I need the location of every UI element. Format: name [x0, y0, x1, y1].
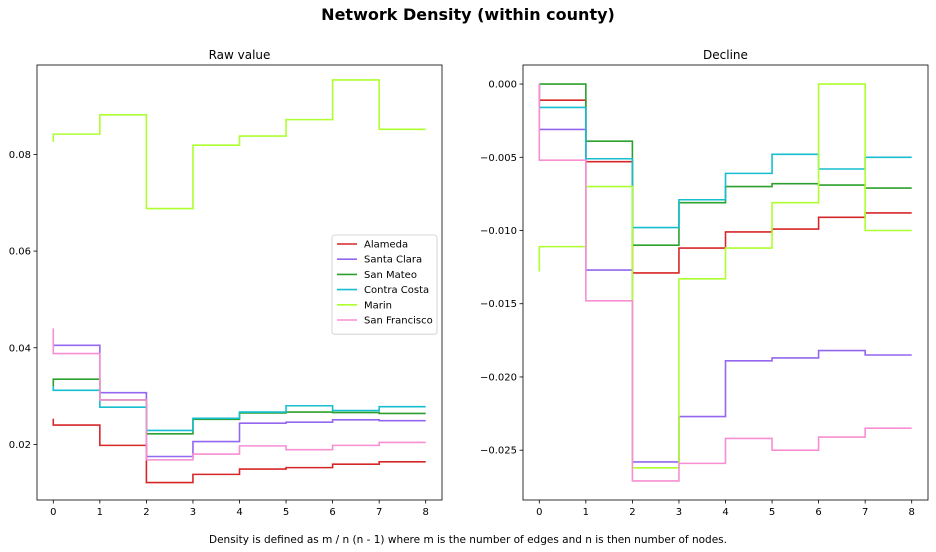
x-tick-label: 3 — [190, 507, 196, 518]
figure-caption: Density is defined as m / n (n - 1) wher… — [209, 534, 727, 546]
x-tick-label: 4 — [236, 507, 242, 518]
x-tick-label: 0 — [536, 507, 542, 518]
x-tick-label: 0 — [50, 507, 56, 518]
right-panel-title: Decline — [703, 48, 748, 62]
x-tick-label: 2 — [143, 507, 149, 518]
series-line-san-francisco — [538, 84, 912, 482]
legend-label-san-mateo: San Mateo — [364, 270, 417, 281]
series-line-san-francisco — [52, 328, 426, 461]
left-panel-title: Raw value — [209, 48, 271, 62]
legend-label-san-francisco: San Francisco — [364, 316, 433, 327]
legend-label-contra-costa: Contra Costa — [364, 285, 429, 296]
series-line-contra-costa — [538, 84, 912, 229]
y-tick-label: 0.02 — [9, 440, 31, 451]
x-tick-label: 2 — [629, 507, 635, 518]
legend-label-santa-clara: Santa Clara — [364, 255, 422, 266]
y-tick-label: −0.015 — [480, 299, 517, 310]
legend-box — [331, 234, 438, 335]
legend-label-alameda: Alameda — [364, 240, 408, 251]
raw-value-plot: 0 1 2 3 4 5 6 7 8 0.02 0.04 0.06 0.08 — [9, 64, 443, 518]
x-tick-label: 6 — [815, 507, 821, 518]
x-tick-label: 4 — [722, 507, 728, 518]
x-tick-label: 1 — [97, 507, 103, 518]
x-tick-label: 7 — [376, 507, 382, 518]
x-tick-label: 6 — [329, 507, 335, 518]
x-tick-label: 8 — [423, 507, 429, 518]
y-tick-label: −0.020 — [480, 372, 517, 383]
series-line-alameda — [52, 418, 426, 484]
y-tick-label: 0.08 — [9, 150, 31, 161]
y-tick-label: −0.025 — [480, 446, 517, 457]
y-tick-label: −0.005 — [480, 153, 517, 164]
y-tick-label: 0.04 — [9, 343, 31, 354]
y-tick-label: 0.06 — [9, 247, 31, 258]
y-tick-label: −0.010 — [480, 226, 517, 237]
y-tick-label: 0.000 — [488, 80, 517, 91]
series-line-santa-clara — [53, 344, 426, 458]
x-tick-label: 5 — [283, 507, 289, 518]
x-tick-label: 8 — [909, 507, 915, 518]
x-tick-label: 7 — [862, 507, 868, 518]
series-line-marin — [52, 79, 426, 210]
legend: Alameda Santa Clara San Mateo Contra Costa M… — [331, 234, 438, 335]
x-tick-label: 3 — [676, 507, 682, 518]
series-line-contra-costa — [52, 386, 426, 432]
x-tick-label: 1 — [583, 507, 589, 518]
x-tick-label: 5 — [769, 507, 775, 518]
figure-title: Network Density (within county) — [321, 5, 615, 24]
decline-plot: 0 1 2 3 4 5 6 7 8 0.000 −0.005 −0.010 −0.015 −0.020 −0… — [480, 64, 929, 518]
legend-label-marin: Marin — [364, 300, 392, 311]
